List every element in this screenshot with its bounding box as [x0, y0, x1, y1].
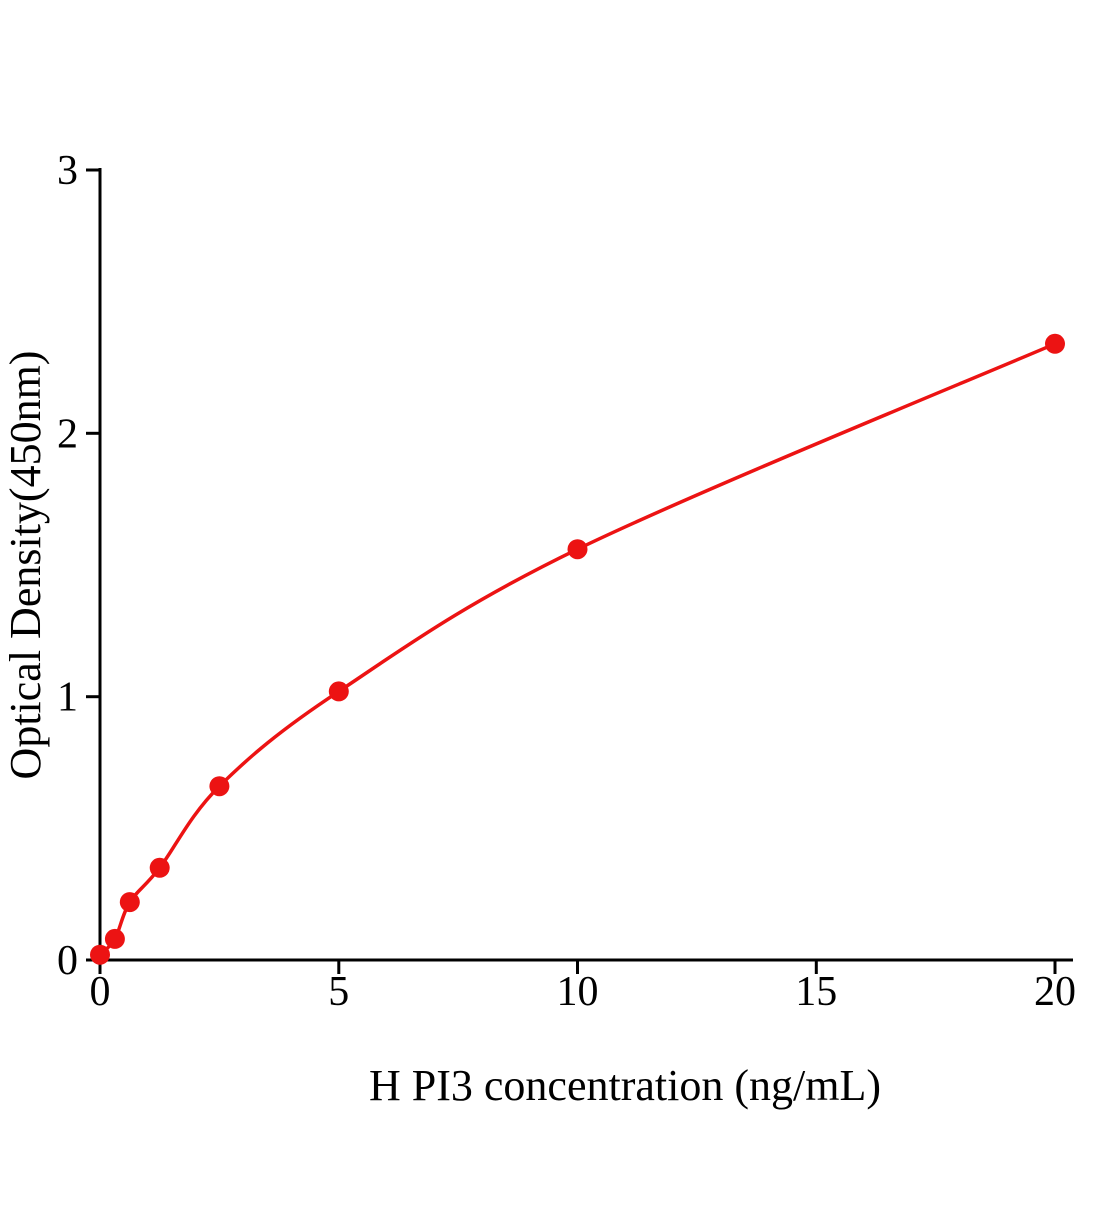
- fit-curve: [98, 342, 1057, 957]
- x-axis-title: H PI3 concentration (ng/mL): [369, 1061, 881, 1110]
- data-point: [119, 892, 140, 913]
- y-tick-label: 3: [57, 148, 78, 194]
- y-tick-label: 2: [57, 411, 78, 457]
- y-tick-label: 0: [57, 938, 78, 984]
- data-point: [328, 681, 349, 702]
- data-point: [104, 928, 125, 949]
- x-tick-label: 15: [795, 969, 837, 1015]
- data-point: [567, 539, 588, 560]
- data-point: [149, 857, 170, 878]
- data-point: [90, 944, 110, 965]
- x-tick-label: 10: [557, 969, 599, 1015]
- x-tick-label: 20: [1034, 969, 1076, 1015]
- y-axis-title: Optical Density(450nm): [1, 351, 50, 780]
- data-point: [209, 776, 230, 797]
- y-tick-label: 1: [57, 675, 78, 721]
- x-tick-label: 5: [328, 969, 349, 1015]
- x-tick-label: 0: [90, 969, 111, 1015]
- data-point: [1045, 333, 1065, 354]
